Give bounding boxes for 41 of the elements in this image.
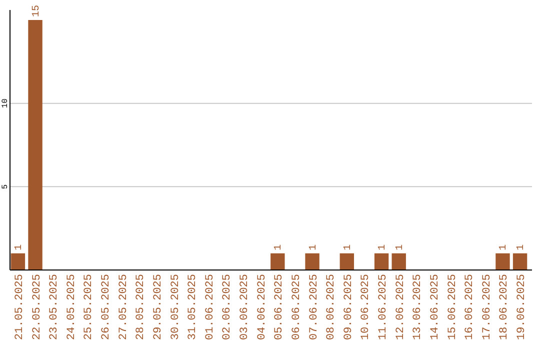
x-tick-label: 06.06.2025 [290, 274, 303, 340]
data-label: 1 [394, 244, 406, 250]
x-tick-label: 17.06.2025 [481, 274, 494, 340]
data-label: 1 [498, 244, 510, 250]
y-tick-label: 5 [1, 184, 10, 190]
data-label: 15 [31, 4, 42, 17]
x-tick-label: 22.05.2025 [31, 274, 44, 340]
x-tick-label: 09.06.2025 [342, 274, 355, 340]
data-label: 1 [308, 244, 320, 250]
data-label: 1 [14, 244, 25, 250]
x-tick-label: 26.05.2025 [100, 274, 113, 340]
x-tick-label: 08.06.2025 [326, 274, 338, 340]
x-tick-label: 02.06.2025 [222, 274, 234, 340]
y-tick-label: 10 [1, 98, 10, 108]
data-label: 1 [516, 244, 528, 250]
x-tick-label: 29.05.2025 [152, 274, 164, 340]
x-tick-label: 07.06.2025 [308, 274, 320, 340]
x-tick-label: 31.05.2025 [187, 274, 200, 340]
x-tick-label: 23.05.2025 [48, 274, 61, 340]
x-tick-label: 25.05.2025 [83, 274, 96, 340]
x-tick-label: 12.06.2025 [394, 274, 407, 340]
data-label: 1 [378, 244, 389, 250]
x-tick-label: 27.05.2025 [118, 274, 130, 340]
x-tick-label: 19.06.2025 [516, 274, 528, 340]
x-tick-label: 28.05.2025 [135, 274, 148, 340]
x-tick-label: 10.06.2025 [360, 274, 372, 340]
data-label: 1 [342, 244, 354, 250]
x-tick-label: 11.06.2025 [378, 274, 390, 340]
data-label: 1 [274, 244, 285, 250]
x-tick-label: 14.06.2025 [429, 274, 442, 340]
x-tick-label: 13.06.2025 [412, 274, 424, 340]
x-tick-label: 30.05.2025 [170, 274, 182, 340]
x-tick-label: 18.06.2025 [498, 274, 511, 340]
x-tick-label: 16.06.2025 [464, 274, 476, 340]
x-tick-label: 24.05.2025 [66, 274, 78, 340]
x-tick-label: 01.06.2025 [204, 274, 216, 340]
x-tick-label: 05.06.2025 [274, 274, 286, 340]
x-tick-label: 15.06.2025 [446, 274, 459, 340]
x-tick-label: 03.06.2025 [239, 274, 252, 340]
x-tick-label: 21.05.2025 [14, 274, 26, 340]
x-tick-label: 04.06.2025 [256, 274, 268, 340]
